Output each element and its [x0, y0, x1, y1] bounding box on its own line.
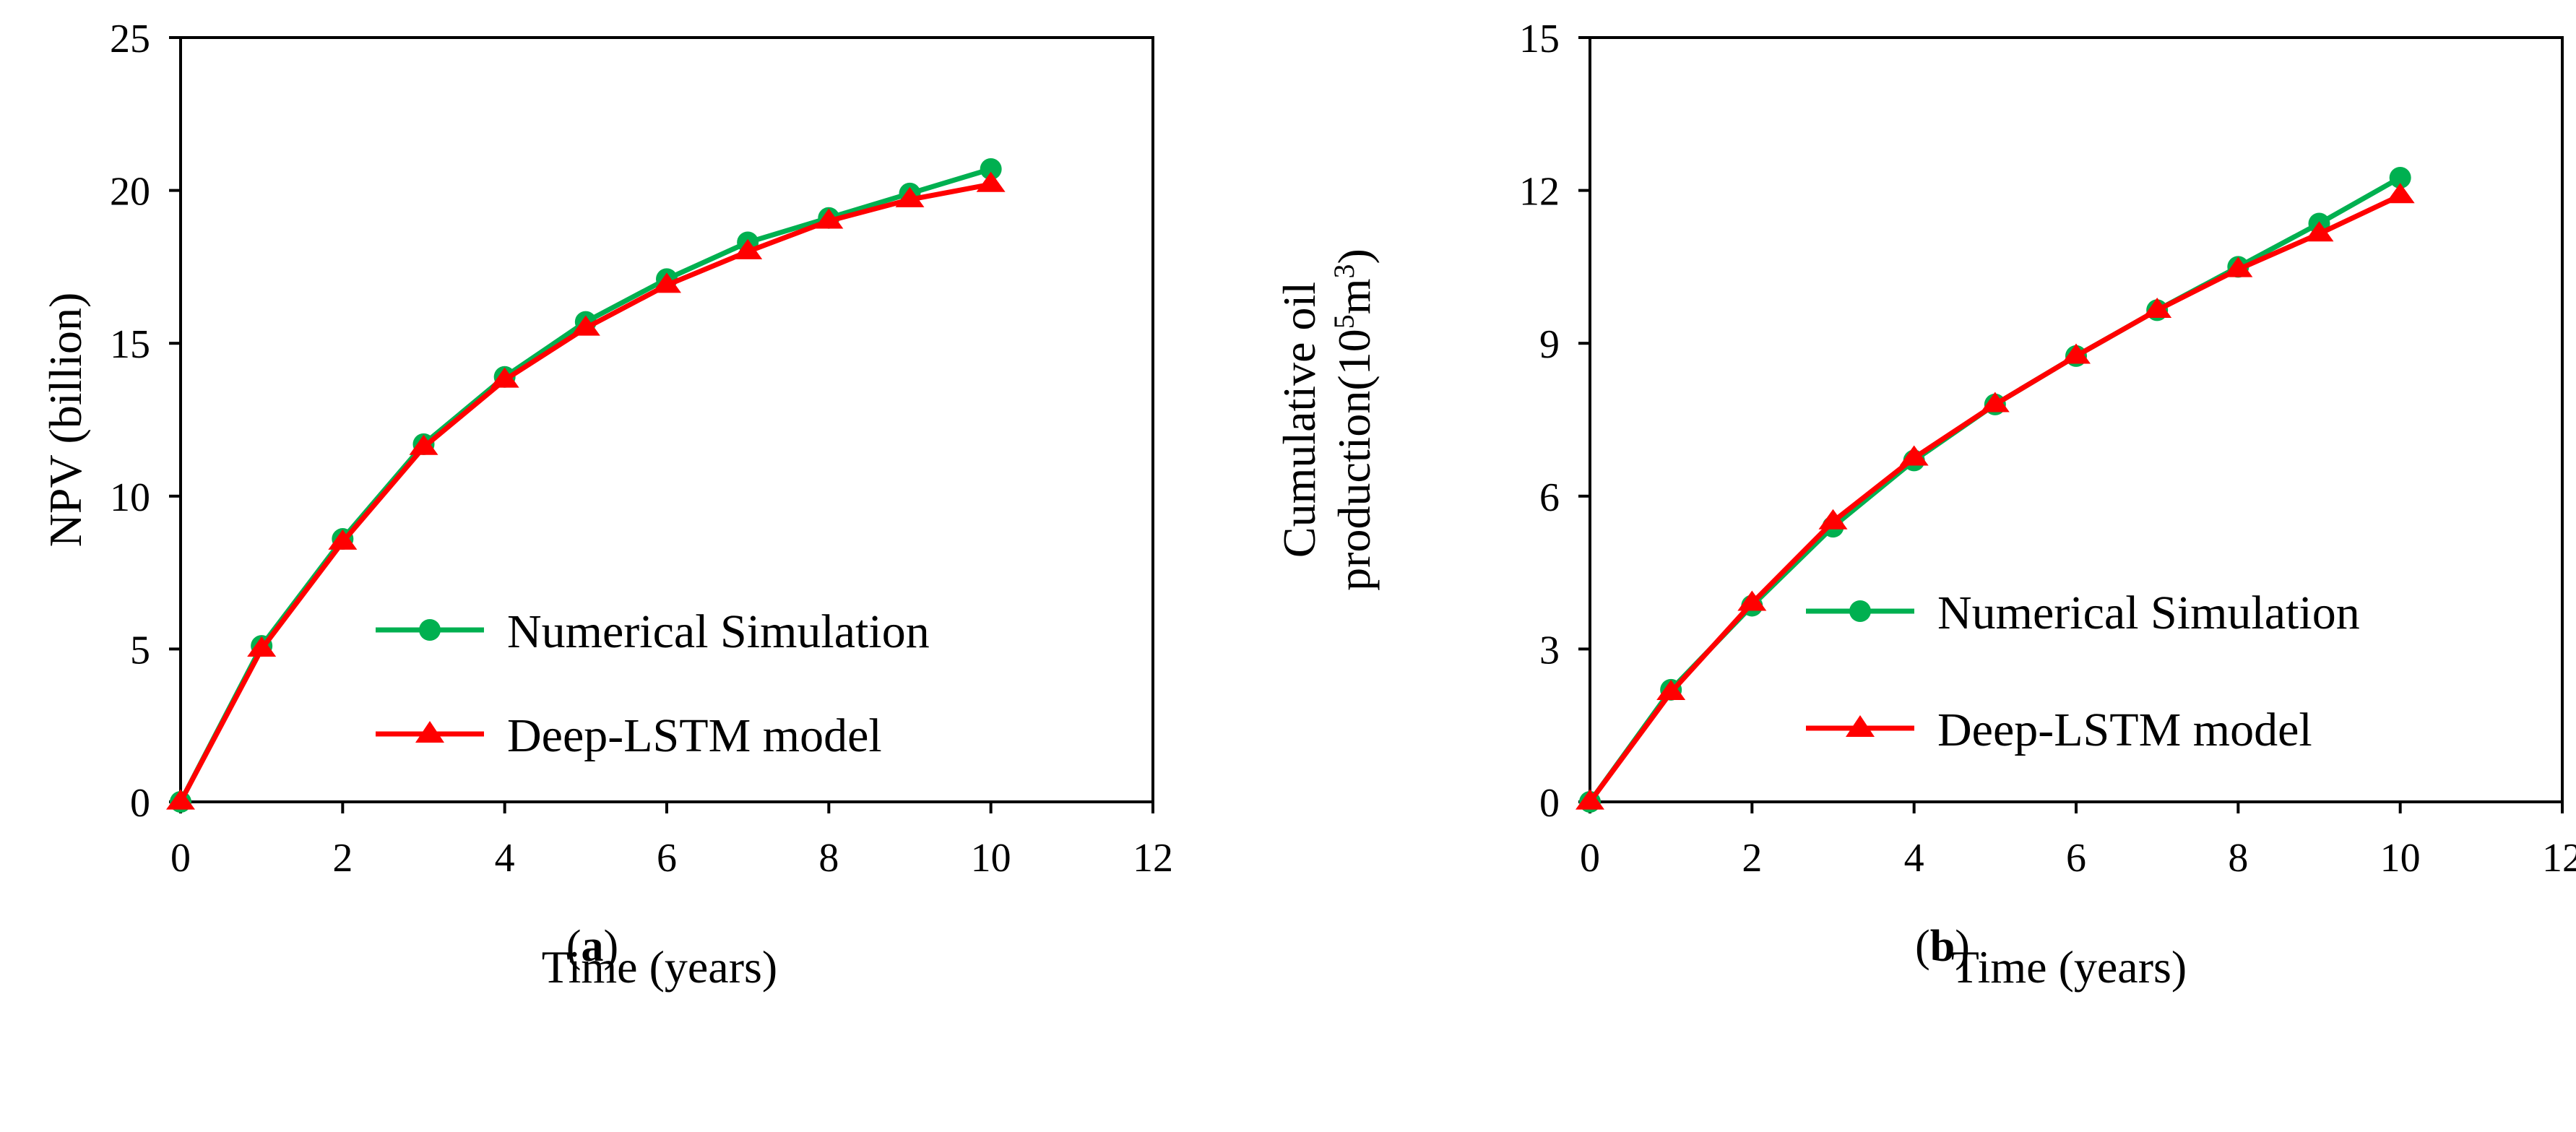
- panel-label-letter: b: [1930, 922, 1955, 971]
- y-axis-title-line2: production(10: [1328, 329, 1380, 591]
- data-point-deep-lstm: [1899, 445, 1929, 466]
- x-tick-label: 2: [332, 836, 353, 881]
- data-point-deep-lstm: [247, 636, 277, 657]
- legend-entry-label: Numerical Simulation: [507, 605, 930, 658]
- data-point-deep-lstm: [2304, 221, 2334, 242]
- panel-label: (a): [566, 922, 618, 971]
- chart-panel-b: 0 2 4 6 8 10 12 0 3 6 9 12 15 Time (years) Cumulative …: [1274, 17, 2576, 993]
- x-tick-label: 4: [495, 836, 515, 881]
- x-tick-label: 12: [1133, 836, 1173, 881]
- data-point-deep-lstm: [733, 238, 763, 259]
- y-tick-label: 9: [1539, 322, 1560, 367]
- x-tick-label: 8: [2228, 836, 2248, 881]
- y-tick-label: 0: [1539, 781, 1560, 826]
- plot-frame: [179, 36, 1154, 803]
- legend-entry-label: Deep-LSTM model: [507, 709, 882, 762]
- y-axis-title-close: ): [1328, 249, 1380, 264]
- data-point-numerical-simulation: [980, 157, 1002, 180]
- data-point-deep-lstm: [2062, 343, 2091, 364]
- data-point-deep-lstm: [1576, 789, 1604, 810]
- data-point-deep-lstm: [2385, 183, 2415, 204]
- x-tick-label: 2: [1742, 836, 1762, 881]
- y-tick-label: 25: [110, 17, 150, 61]
- y-tick-label: 12: [1519, 170, 1560, 215]
- y-tick-label: 0: [130, 781, 150, 826]
- series-line-numerical-simulation: [178, 166, 992, 803]
- x-tick-label: 10: [971, 836, 1011, 881]
- y-axis-title: NPV (billion): [40, 293, 91, 548]
- x-tick-label: 0: [170, 836, 191, 881]
- y-tick-label: 15: [110, 322, 150, 367]
- x-tick-label: 10: [2380, 836, 2421, 881]
- x-tick-label: 6: [2066, 836, 2086, 881]
- x-tick-label: 12: [2542, 836, 2576, 881]
- data-point-deep-lstm: [1656, 679, 1686, 700]
- legend: Numerical Simulation Deep-LSTM model: [376, 605, 930, 762]
- data-point-deep-lstm: [1980, 392, 2010, 412]
- data-point-deep-lstm: [976, 171, 1006, 192]
- data-point-deep-lstm: [2223, 256, 2253, 277]
- panel-label-open: (: [1915, 922, 1930, 971]
- y-tick-label: 20: [110, 170, 150, 215]
- data-point-deep-lstm: [895, 186, 925, 207]
- x-tick-label: 6: [657, 836, 677, 881]
- panel-label: (b): [1915, 922, 1970, 971]
- y-axis-title-superscript: 3: [1328, 264, 1360, 278]
- x-axis-title: Time (years): [542, 941, 777, 993]
- x-tick-label: 4: [1904, 836, 1924, 881]
- data-point-deep-lstm: [1818, 509, 1848, 530]
- data-point-deep-lstm: [2143, 297, 2172, 318]
- legend-marker-circle: [1849, 600, 1871, 622]
- x-tick-label: 8: [818, 836, 839, 881]
- data-point-numerical-simulation: [2389, 166, 2411, 189]
- y-tick-label: 6: [1539, 475, 1560, 520]
- y-axis-title-superscript: 5: [1328, 314, 1360, 329]
- y-tick-label: 5: [130, 628, 150, 673]
- x-axis-title: Time (years): [1951, 941, 2187, 993]
- legend-marker-triangle: [415, 721, 444, 743]
- data-point-deep-lstm: [166, 789, 195, 810]
- x-tick-label: 0: [1580, 836, 1600, 881]
- y-tick-label: 15: [1519, 17, 1560, 61]
- plot-frame: [1589, 36, 2564, 803]
- data-point-deep-lstm: [328, 529, 358, 550]
- data-point-deep-lstm: [571, 315, 600, 336]
- data-point-deep-lstm: [409, 434, 438, 455]
- legend: Numerical Simulation Deep-LSTM model: [1806, 587, 2360, 756]
- panel-label-close: ): [1955, 922, 1970, 971]
- data-point-deep-lstm: [1737, 590, 1767, 611]
- y-axis-title-line1: Cumulative oil: [1274, 282, 1325, 558]
- panel-label-close: ): [604, 922, 619, 971]
- chart-panel-a: 0 2 4 6 8 10 12 0 5 10 15 20 25 Time (years) NPV (bill…: [40, 17, 1173, 993]
- panel-label-letter: a: [582, 922, 604, 971]
- y-axis-title-unit: m: [1328, 278, 1380, 314]
- y-tick-label: 10: [110, 475, 150, 520]
- y-axis-title: Cumulative oilproduction(105m3): [1274, 249, 1380, 591]
- legend-marker-circle: [419, 619, 441, 641]
- legend-marker-triangle: [1846, 715, 1875, 737]
- panel-label-open: (: [566, 922, 582, 971]
- data-point-deep-lstm: [490, 367, 519, 388]
- legend-entry-label: Numerical Simulation: [1937, 587, 2360, 639]
- data-point-deep-lstm: [814, 208, 844, 229]
- y-tick-label: 3: [1539, 628, 1560, 673]
- legend-entry-label: Deep-LSTM model: [1937, 704, 2312, 756]
- data-point-deep-lstm: [652, 272, 681, 293]
